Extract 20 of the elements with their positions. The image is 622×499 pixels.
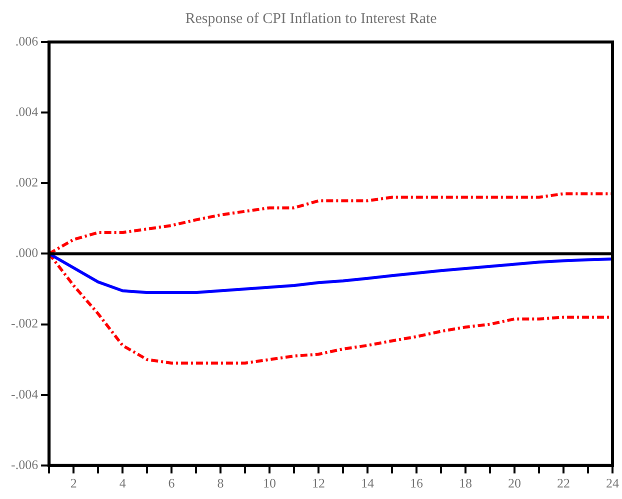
x-tick-label: 4 [119,476,126,491]
y-tick-label: .004 [15,104,39,119]
x-tick-label: 2 [70,476,77,491]
y-tick-label: .006 [15,33,39,48]
x-tick-label: 24 [606,476,620,491]
y-tick-label: -.002 [10,316,38,331]
x-tick-label: 14 [361,476,375,491]
x-tick-label: 10 [263,476,276,491]
x-tick-label: 22 [557,476,570,491]
chart-title: Response of CPI Inflation to Interest Rate [185,10,438,27]
x-tick-label: 20 [508,476,522,491]
x-tick-label: 18 [459,476,472,491]
y-tick-label: .000 [15,245,38,260]
y-tick-label: -.006 [10,456,39,472]
x-tick-label: 6 [168,476,176,491]
x-tick-label: 8 [217,476,224,491]
x-tick-label: 16 [410,476,424,491]
x-tick-label: 12 [312,476,326,491]
y-tick-label: -.004 [10,386,39,402]
y-tick-label: .002 [15,174,38,190]
